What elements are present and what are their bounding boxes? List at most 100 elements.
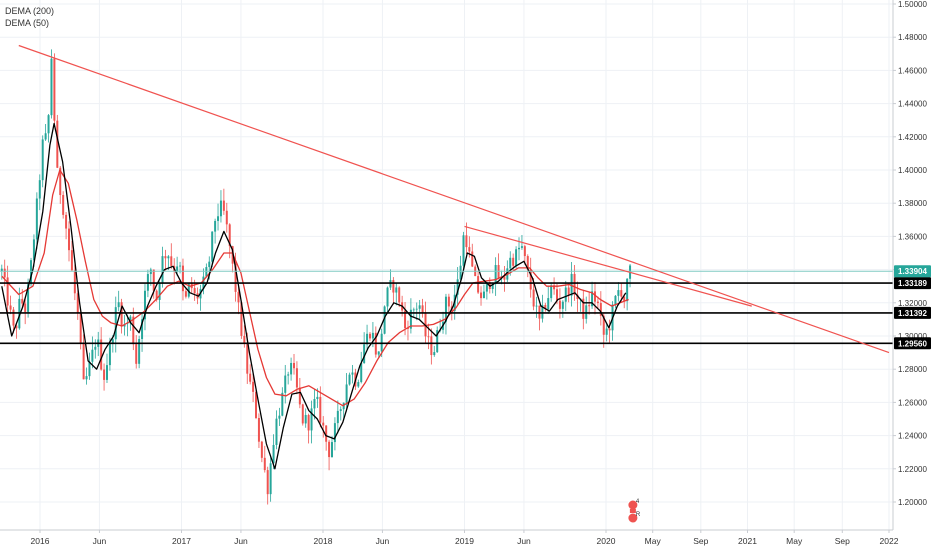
candle-body bbox=[179, 265, 182, 267]
candle-body bbox=[143, 290, 146, 320]
candle-body bbox=[336, 410, 339, 424]
y-tick-label: 1.50000 bbox=[898, 0, 927, 9]
dema-200-line bbox=[1, 122, 627, 470]
candle-body bbox=[68, 228, 71, 251]
candle-body bbox=[310, 408, 313, 431]
candle-body bbox=[345, 384, 348, 403]
level-badge-label: 1.29560 bbox=[898, 339, 927, 348]
candle-body bbox=[608, 328, 611, 331]
candle-body bbox=[591, 291, 594, 307]
legend-dema-200[interactable]: DEMA (200) bbox=[5, 6, 54, 16]
candle-body bbox=[79, 313, 82, 343]
candle-body bbox=[222, 200, 225, 211]
x-tick-label: 2019 bbox=[455, 536, 474, 546]
candle-body bbox=[342, 402, 345, 410]
candle-body bbox=[114, 307, 117, 340]
candle-body bbox=[108, 343, 111, 366]
candle-body bbox=[278, 415, 281, 419]
candle-body bbox=[62, 195, 65, 215]
candle-body bbox=[485, 282, 488, 292]
event-marker-symbol: R bbox=[636, 512, 641, 518]
candle-body bbox=[412, 309, 415, 311]
candle-body bbox=[205, 267, 208, 277]
legend-dema-50[interactable]: DEMA (50) bbox=[5, 18, 49, 28]
candle-body bbox=[313, 399, 316, 409]
candle-body bbox=[234, 263, 237, 292]
candle-body bbox=[392, 280, 395, 293]
candle-body bbox=[471, 251, 474, 267]
candle-body bbox=[6, 277, 9, 306]
candle-body bbox=[339, 409, 342, 411]
candle-body bbox=[605, 328, 608, 335]
candle-body bbox=[596, 301, 599, 304]
candle-body bbox=[111, 339, 114, 344]
x-tick-label: 2017 bbox=[172, 536, 191, 546]
candle-body bbox=[275, 418, 278, 445]
candle-body bbox=[260, 441, 263, 458]
candle-body bbox=[585, 305, 588, 319]
event-marker-symbol: 4 bbox=[636, 499, 640, 505]
candle-body bbox=[211, 231, 214, 262]
candle-body bbox=[333, 423, 336, 443]
x-tick-label: Jun bbox=[376, 536, 390, 546]
level-badge-label: 1.33189 bbox=[898, 279, 927, 288]
candle-body bbox=[418, 305, 421, 309]
dema-50-line bbox=[1, 169, 629, 407]
candle-body bbox=[462, 235, 465, 266]
candle-body bbox=[421, 305, 424, 313]
candle-body bbox=[208, 261, 211, 268]
candle-body bbox=[357, 382, 360, 387]
candle-body bbox=[626, 278, 629, 302]
candle-body bbox=[427, 336, 430, 338]
candle-body bbox=[602, 315, 605, 335]
candle-body bbox=[477, 276, 480, 293]
trendline-long-term-downtrend[interactable] bbox=[18, 44, 890, 354]
candle-body bbox=[27, 284, 30, 312]
candle-body bbox=[360, 363, 363, 383]
candle-body bbox=[219, 200, 222, 217]
candle-body bbox=[386, 287, 389, 307]
y-tick-label: 1.24000 bbox=[898, 432, 927, 441]
candle-body bbox=[30, 260, 33, 285]
candle-body bbox=[76, 293, 79, 314]
y-tick-label: 1.40000 bbox=[898, 166, 927, 175]
candle-body bbox=[176, 266, 179, 272]
candle-body bbox=[497, 265, 500, 279]
candle-body bbox=[366, 333, 369, 345]
candle-body bbox=[105, 365, 108, 380]
candle-body bbox=[570, 273, 573, 296]
candle-body bbox=[368, 333, 371, 339]
trendline-short-term-downtrend[interactable] bbox=[464, 225, 752, 307]
candle-body bbox=[161, 256, 164, 283]
y-tick-label: 1.42000 bbox=[898, 133, 927, 142]
candle-body bbox=[456, 279, 459, 295]
candle-body bbox=[406, 328, 409, 329]
time-axis[interactable] bbox=[0, 530, 893, 550]
candle-body bbox=[287, 374, 290, 376]
candle-body bbox=[214, 220, 217, 232]
candle-body bbox=[494, 265, 497, 285]
candle-body bbox=[281, 392, 284, 416]
candle-body bbox=[588, 305, 591, 307]
candle-body bbox=[237, 291, 240, 303]
y-tick-label: 1.36000 bbox=[898, 232, 927, 241]
candle-body bbox=[330, 442, 333, 458]
candle-body bbox=[561, 301, 564, 309]
x-tick-label: Jun bbox=[234, 536, 248, 546]
candle-body bbox=[184, 291, 187, 297]
candle-body bbox=[217, 216, 220, 221]
candle-body bbox=[126, 323, 129, 325]
candle-body bbox=[164, 256, 167, 259]
candle-body bbox=[120, 302, 123, 327]
candle-body bbox=[351, 372, 354, 375]
candle-body bbox=[41, 139, 44, 181]
candle-body bbox=[348, 374, 351, 385]
candle-body bbox=[363, 344, 366, 364]
candle-body bbox=[56, 120, 59, 168]
candle-body bbox=[576, 294, 579, 300]
candle-body bbox=[430, 336, 433, 356]
x-tick-label: 2016 bbox=[31, 536, 50, 546]
candle-body bbox=[558, 300, 561, 309]
